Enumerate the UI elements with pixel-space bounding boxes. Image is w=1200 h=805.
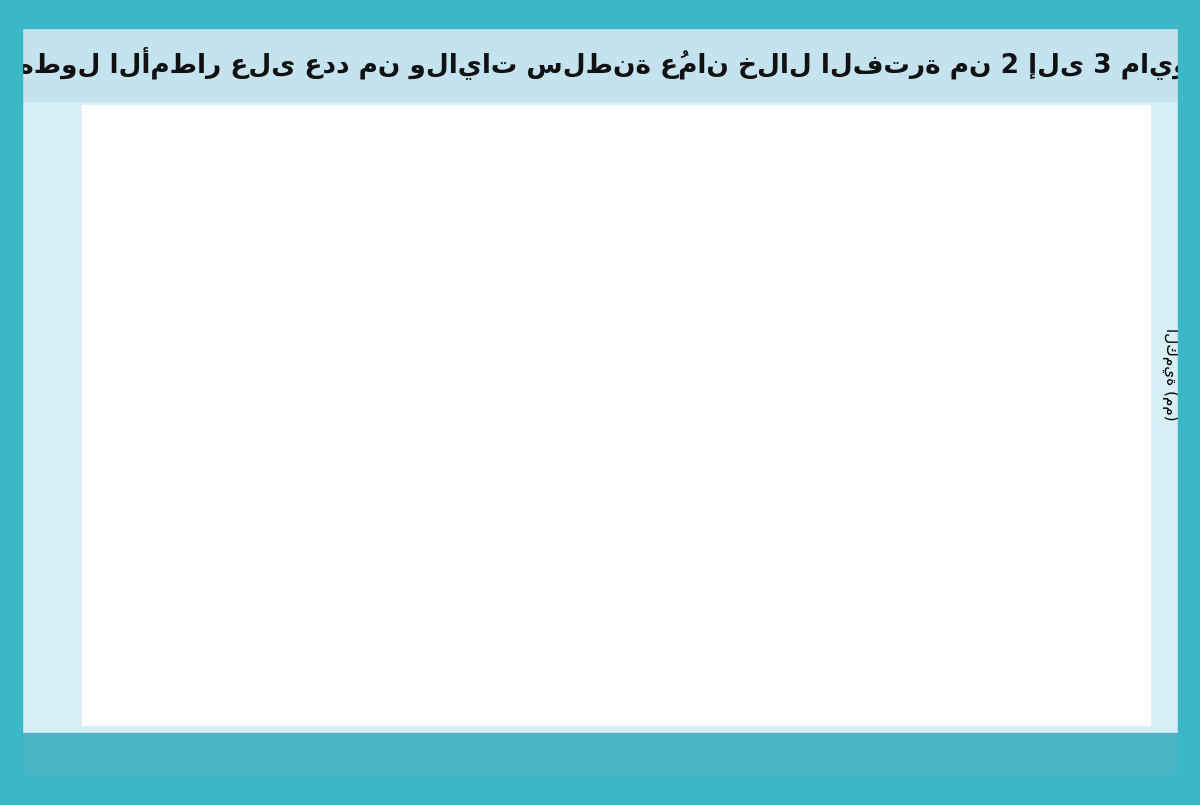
Bar <box>133 621 152 628</box>
Text: الوقت: 4 مساءً: الوقت: 4 مساءً <box>274 217 391 233</box>
Bar <box>960 304 978 628</box>
Text: توزيع هطول الأمطار على عدد من ولايات سلطنة عُمان خلال الفترة من 2 إلى 3 مايو 202: توزيع هطول الأمطار على عدد من ولايات سلط… <box>0 47 1200 79</box>
Text: 1: 1 <box>371 608 379 617</box>
FancyBboxPatch shape <box>97 131 402 262</box>
Text: 71: 71 <box>1038 164 1054 174</box>
Bar <box>211 621 229 628</box>
Text: 1: 1 <box>164 608 173 617</box>
Text: 30: 30 <box>806 424 822 434</box>
Bar <box>263 621 281 628</box>
Text: 39: 39 <box>883 367 899 377</box>
Bar <box>805 438 823 628</box>
Text: 27: 27 <box>728 443 744 453</box>
Bar <box>985 235 1004 628</box>
Bar <box>521 558 539 628</box>
Text: 11: 11 <box>548 544 564 555</box>
Text: 4: 4 <box>449 588 457 599</box>
Text: 12: 12 <box>600 538 616 548</box>
Text: 62: 62 <box>986 221 1002 231</box>
Bar <box>340 621 359 628</box>
Text: 1: 1 <box>191 608 198 617</box>
Bar <box>572 552 590 628</box>
Bar <box>650 533 668 628</box>
Text: 12: 12 <box>574 538 589 548</box>
Text: 30: 30 <box>780 424 796 434</box>
Text: 5: 5 <box>475 582 482 592</box>
Bar <box>727 456 746 628</box>
Bar <box>754 444 772 628</box>
Text: 8: 8 <box>500 564 508 573</box>
Text: 1: 1 <box>319 608 328 617</box>
Text: 50: 50 <box>935 297 950 308</box>
Bar <box>779 438 798 628</box>
Bar <box>934 311 953 628</box>
Text: الإصدار: 3 مايو 2024م: الإصدار: 3 مايو 2024م <box>216 156 391 171</box>
Text: 51: 51 <box>961 291 977 301</box>
Bar <box>1012 184 1030 628</box>
Text: 70: 70 <box>1013 171 1028 180</box>
Text: 38: 38 <box>858 374 874 383</box>
Text: 1: 1 <box>242 608 250 617</box>
Bar <box>391 615 410 628</box>
Text: 2: 2 <box>397 601 404 612</box>
Text: 1: 1 <box>268 608 276 617</box>
Bar <box>236 621 256 628</box>
Text: 1: 1 <box>294 608 301 617</box>
Text: الكمية (مم): الكمية (مم) <box>1162 328 1178 421</box>
Bar <box>882 381 901 628</box>
Bar <box>314 621 332 628</box>
Bar <box>469 597 487 628</box>
Text: 1: 1 <box>346 608 353 617</box>
Text: 18: 18 <box>677 500 692 510</box>
Bar <box>494 577 514 628</box>
Bar <box>443 602 462 628</box>
Bar <box>908 343 926 628</box>
Text: 1: 1 <box>139 608 146 617</box>
Text: 1: 1 <box>216 608 224 617</box>
Bar <box>185 621 204 628</box>
Bar <box>1037 178 1056 628</box>
Text: 18: 18 <box>703 500 719 510</box>
Text: 2: 2 <box>422 601 431 612</box>
Text: 29: 29 <box>755 430 770 440</box>
Bar <box>857 387 875 628</box>
Bar <box>830 419 850 628</box>
Bar <box>702 514 720 628</box>
Bar <box>676 514 695 628</box>
Text: 11: 11 <box>522 544 538 555</box>
Text: 33: 33 <box>832 405 847 415</box>
Bar <box>160 621 178 628</box>
Bar <box>599 552 617 628</box>
Bar <box>546 558 565 628</box>
Text: 15: 15 <box>652 519 667 529</box>
Bar <box>418 615 436 628</box>
Bar <box>624 533 643 628</box>
Text: 15: 15 <box>625 519 641 529</box>
Bar <box>288 621 307 628</box>
Bar <box>366 621 384 628</box>
Text: 45: 45 <box>910 328 925 339</box>
